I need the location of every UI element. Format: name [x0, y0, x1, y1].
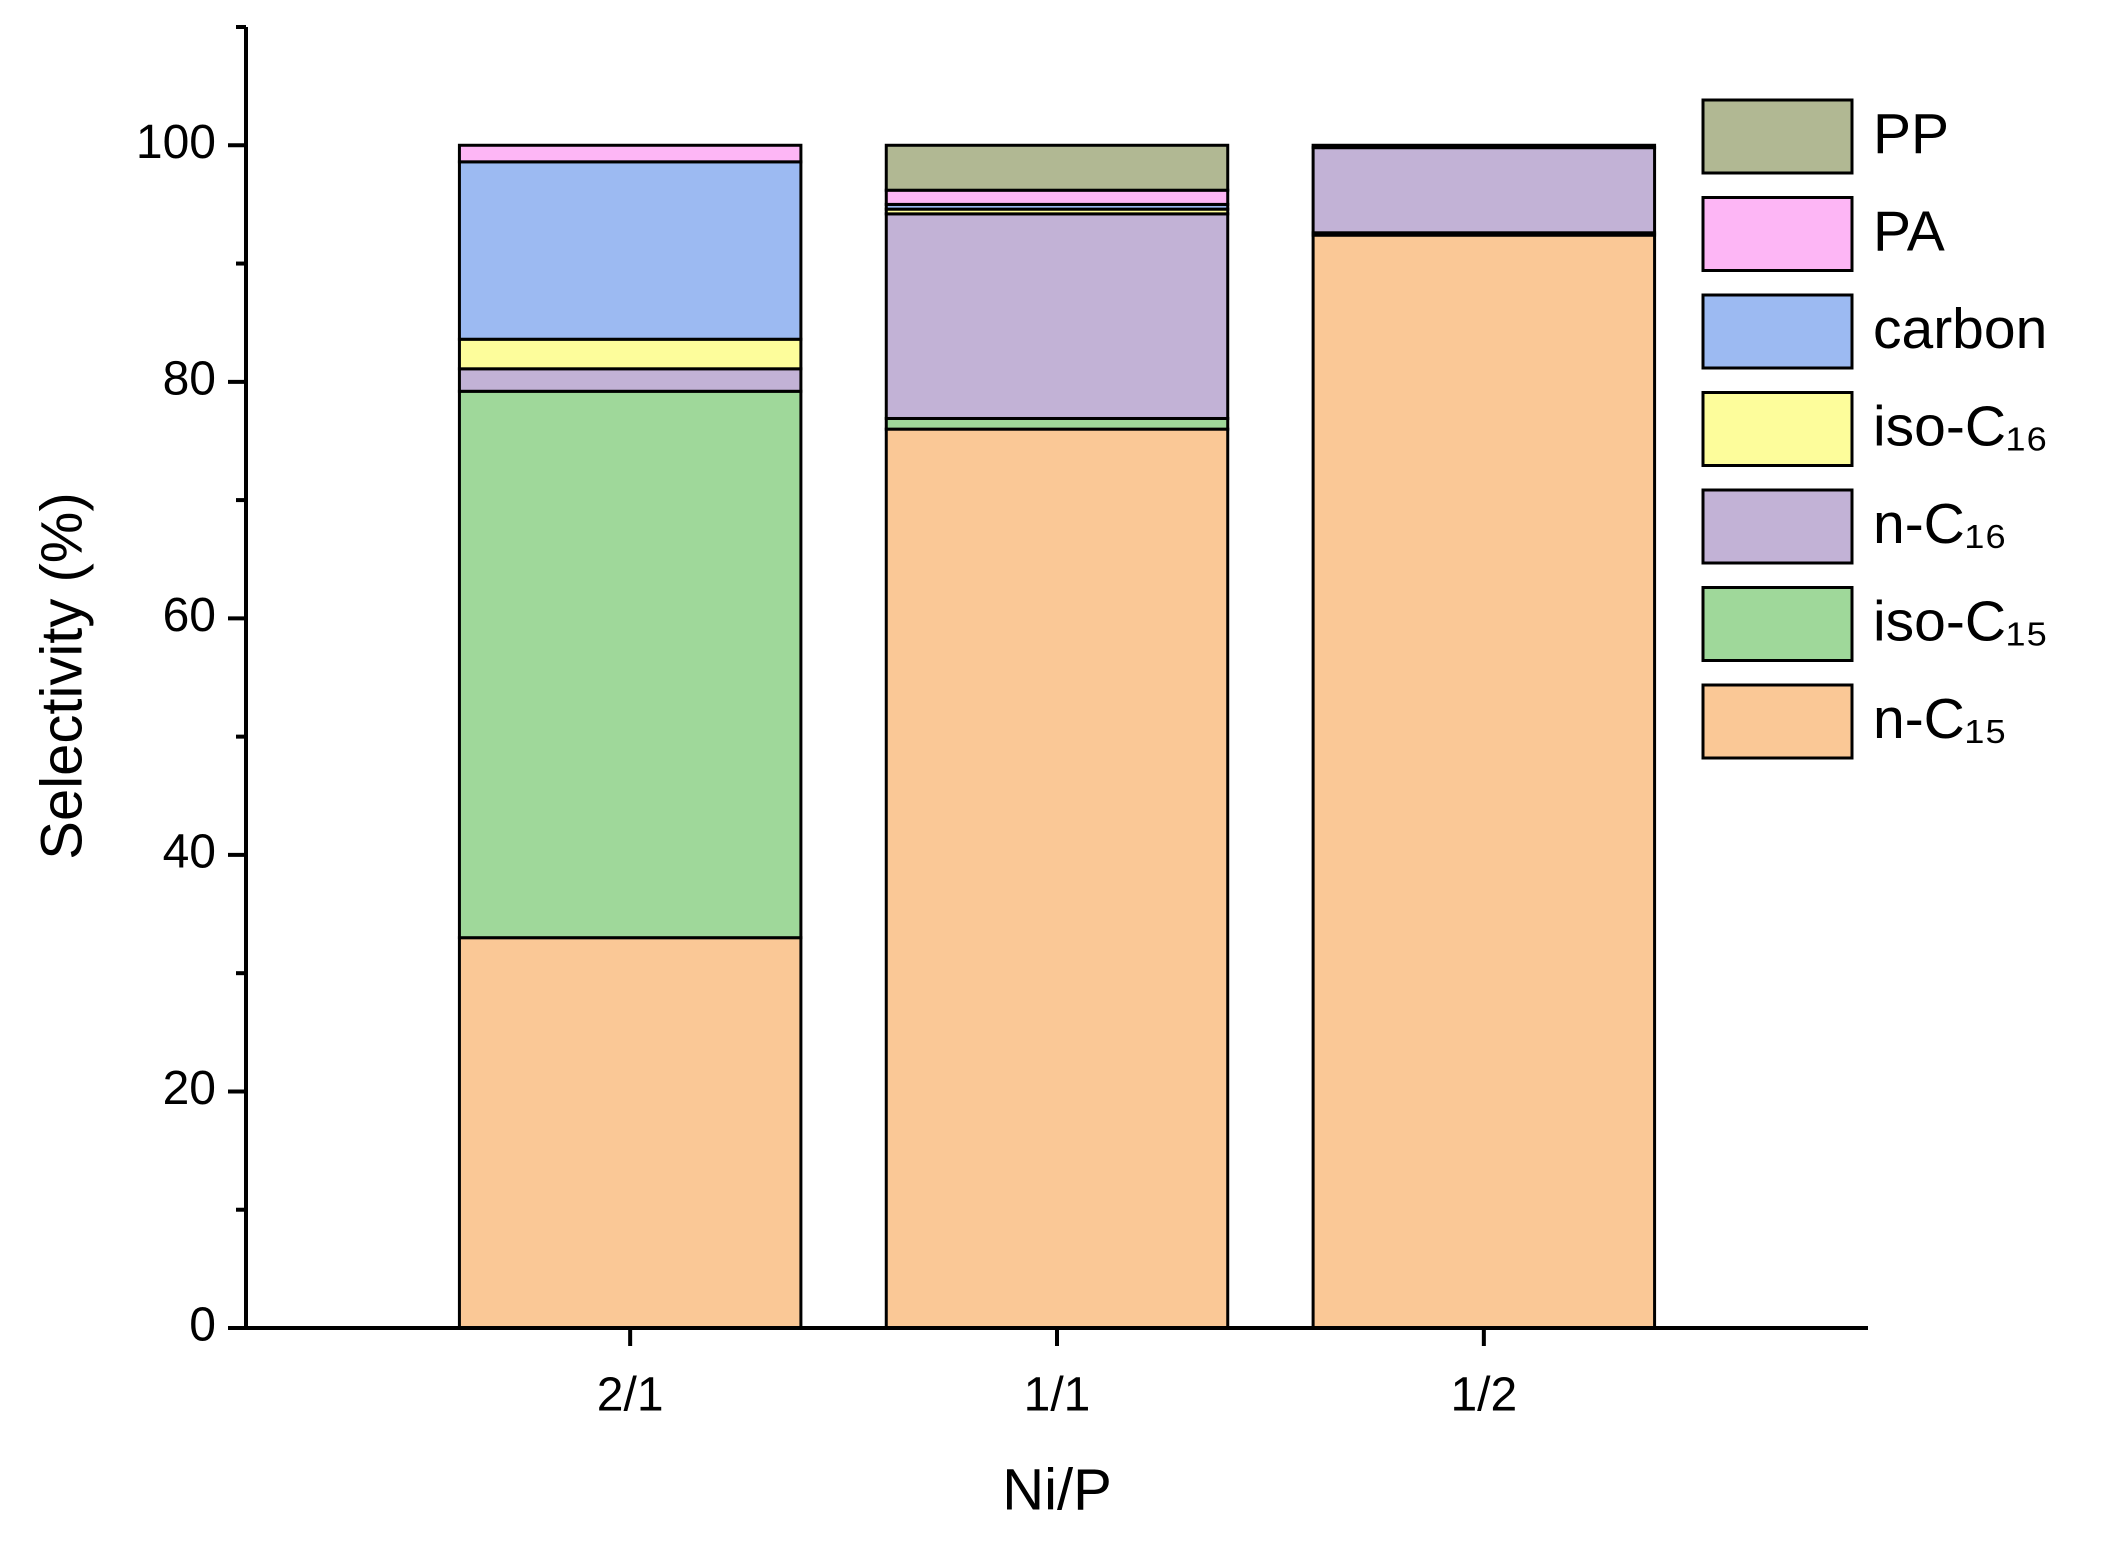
- legend-swatch: [1701, 196, 1854, 272]
- y-tick-label: 40: [163, 826, 216, 879]
- y-tick-label: 0: [189, 1299, 216, 1352]
- x-tick-label: 1/1: [1024, 1369, 1091, 1422]
- bar-segment: [457, 389, 803, 940]
- bar-segment: [457, 160, 803, 341]
- y-tick-label: 80: [163, 352, 216, 405]
- bar-segment: [457, 367, 803, 393]
- y-tick-label: 20: [163, 1062, 216, 1115]
- y-tick-label: 100: [136, 116, 216, 169]
- bar-segment: [457, 936, 803, 1330]
- legend-swatch: [1701, 586, 1854, 662]
- bar-segment: [1311, 146, 1657, 235]
- bar-segment: [1311, 233, 1657, 1330]
- legend-label: n-C₁₅: [1873, 687, 2007, 751]
- x-axis-title: Ni/P: [1002, 1457, 1112, 1522]
- y-tick-label: 60: [163, 589, 216, 642]
- legend-label: PA: [1873, 200, 1945, 264]
- legend-swatch: [1701, 488, 1854, 565]
- legend-label: n-C₁₆: [1873, 492, 2007, 556]
- bar-segment: [884, 143, 1230, 192]
- bar-segment: [457, 337, 803, 371]
- legend-label: carbon: [1873, 297, 2047, 361]
- bar-segment: [884, 416, 1230, 431]
- bar-segment: [1311, 143, 1657, 150]
- legend-label: PP: [1873, 102, 1949, 166]
- bar-segment: [884, 212, 1230, 420]
- legend-swatch: [1701, 391, 1854, 467]
- legend-label: iso-C₁₅: [1873, 590, 2048, 654]
- legend-swatch: [1701, 683, 1854, 760]
- x-tick-label: 1/2: [1450, 1369, 1517, 1422]
- legend-swatch: [1701, 98, 1854, 175]
- bar-segment: [884, 427, 1230, 1330]
- bar-segment: [457, 143, 803, 164]
- x-tick-label: 2/1: [597, 1369, 664, 1422]
- legend-label: iso-C₁₆: [1873, 395, 2048, 459]
- bar-segment: [884, 188, 1230, 206]
- legend-swatch: [1701, 293, 1854, 370]
- y-axis-title: Selectivity (%): [29, 492, 94, 859]
